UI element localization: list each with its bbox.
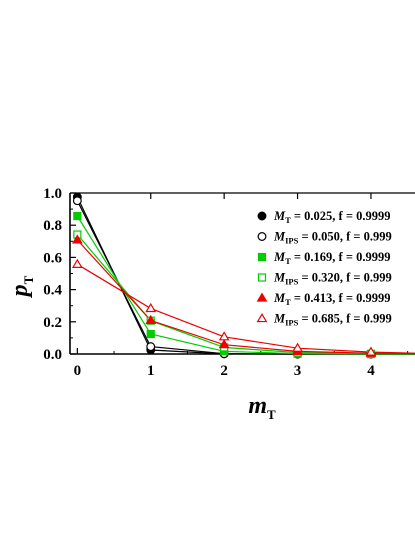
x-tick-label: 2 <box>220 363 228 379</box>
series-line-5 <box>76 239 415 355</box>
data-point-s3-0 <box>73 211 82 221</box>
legend-marker-6 <box>256 312 268 323</box>
y-axis-title: pT <box>7 275 36 298</box>
legend-value: = 0.050, f = 0.999 <box>298 230 391 244</box>
legend-entry-1: MT = 0.025, f = 0.9999 <box>273 209 390 225</box>
legend-symbol: M <box>273 291 286 305</box>
series-line-6 <box>76 263 415 354</box>
data-point-s3-1 <box>146 329 155 339</box>
legend-entry-4: MIPS = 0.320, f = 0.999 <box>273 271 392 287</box>
y-tick-label: 0.2 <box>43 315 62 331</box>
legend-marker-3 <box>257 252 267 262</box>
data-point-s2-0 <box>72 196 82 206</box>
legend-subscript: IPS <box>285 318 299 328</box>
series-lines <box>76 196 415 355</box>
legend-symbol: M <box>273 271 286 285</box>
legend-symbol: M <box>273 230 286 244</box>
y-tick-label: 0.6 <box>43 250 62 266</box>
legend-symbol: M <box>273 209 286 223</box>
x-tick-label: 4 <box>367 363 375 379</box>
series-markers <box>71 192 377 359</box>
legend-symbol: M <box>273 312 286 326</box>
x-tick-label: 1 <box>147 363 155 379</box>
x-tick-label: 0 <box>74 363 82 379</box>
legend-value: = 0.025, f = 0.9999 <box>291 209 391 223</box>
legend-entry-5: MT = 0.413, f = 0.9999 <box>273 291 390 307</box>
legend-marker-1 <box>257 211 267 221</box>
legend-marker-4 <box>257 273 267 282</box>
data-point-s2-1 <box>146 342 156 352</box>
data-point-s6-0 <box>71 258 83 268</box>
y-tick-label: 0.0 <box>43 347 62 363</box>
legend-value: = 0.685, f = 0.999 <box>298 312 391 326</box>
y-tick-label: 0.8 <box>43 218 62 234</box>
legend-entry-3: MT = 0.169, f = 0.9999 <box>273 250 390 266</box>
legend-subscript: IPS <box>285 236 299 246</box>
legend-value: = 0.413, f = 0.9999 <box>291 291 391 305</box>
data-point-s5-0 <box>71 234 83 244</box>
data-point-s6-4 <box>365 346 377 356</box>
data-point-s5-2 <box>218 339 230 349</box>
legend-marker-5 <box>256 292 268 302</box>
y-tick-label: 1.0 <box>43 186 62 202</box>
data-point-s6-1 <box>145 302 157 313</box>
legend-entry-2: MIPS = 0.050, f = 0.999 <box>273 230 392 246</box>
y-tick-label: 0.4 <box>43 283 62 299</box>
legend-value: = 0.169, f = 0.9999 <box>291 250 391 264</box>
legend-symbol: M <box>273 250 286 264</box>
legend-subscript: T <box>285 297 291 307</box>
axis-labels: pT mT <box>7 275 276 422</box>
legend-entry-6: MIPS = 0.685, f = 0.999 <box>273 312 392 328</box>
legend-subscript: T <box>285 215 291 225</box>
legend-marker-2 <box>257 232 267 241</box>
data-point-s6-2 <box>218 331 230 341</box>
legend-subscript: T <box>285 256 291 266</box>
legend-subscript: IPS <box>285 277 299 287</box>
data-point-s5-1 <box>145 314 157 324</box>
x-axis-title: mT <box>248 393 276 422</box>
x-tick-label: 3 <box>294 363 302 379</box>
data-point-s6-3 <box>292 342 303 352</box>
legend-value: = 0.320, f = 0.999 <box>298 271 391 285</box>
